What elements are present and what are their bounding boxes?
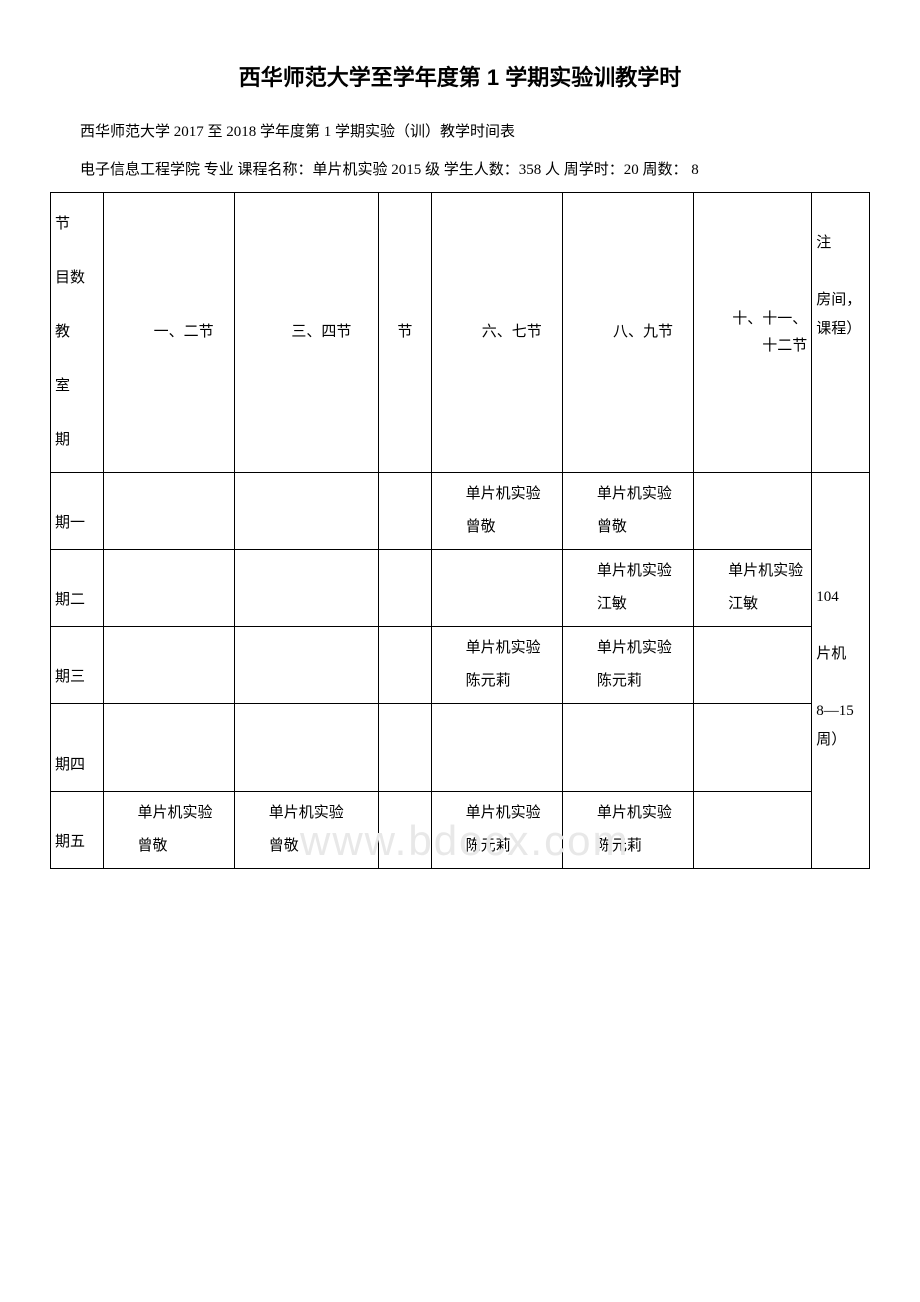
day-label: 期四 [51,704,104,792]
schedule-table: 节 目数 教 室 期 一、二节 三、四节 节 六、七节 八、九节 十、十一、 十… [50,192,870,869]
cell [234,704,378,792]
day-label: 期五 [51,792,104,869]
table-wrapper: www.bdocx.com 节 目数 教 室 期 一、二节 三、四节 节 六、七… [50,192,870,869]
day-label: 期三 [51,627,104,704]
cell [379,627,432,704]
cell [431,704,562,792]
cell [379,550,432,627]
table-row: 期二 单片机实验 江敏 单片机实验 江敏 [51,550,870,627]
header-col-1012: 十、十一、 十二节 [694,193,812,473]
cell [103,473,234,550]
course-name: 单片机实验 [108,800,230,827]
table-header-row: 节 目数 教 室 期 一、二节 三、四节 节 六、七节 八、九节 十、十一、 十… [51,193,870,473]
teacher-name: 曾敬 [436,514,558,541]
course-name: 单片机实验 [698,558,807,585]
teacher-name: 陈元莉 [436,833,558,860]
teacher-name: 陈元莉 [567,833,689,860]
teacher-name: 陈元莉 [567,668,689,695]
cell [379,792,432,869]
cell [431,550,562,627]
cell [379,704,432,792]
subtitle-text: 西华师范大学 2017 至 2018 学年度第 1 学期实验（训）教学时间表 [50,120,870,144]
meta-text: 电子信息工程学院 专业 课程名称：单片机实验 2015 级 学生人数：358 人… [50,158,870,182]
header-col-34: 三、四节 [234,193,378,473]
cell: 单片机实验 陈元莉 [562,792,693,869]
cell: 单片机实验 曾敬 [103,792,234,869]
day-label: 期一 [51,473,104,550]
course-name: 单片机实验 [436,481,558,508]
cell [234,550,378,627]
cell: 单片机实验 曾敬 [431,473,562,550]
cell [234,473,378,550]
cell [694,792,812,869]
note-body: 104 片机 8—15周） [812,473,870,869]
header-col-12: 一、二节 [103,193,234,473]
header-note: 注 房间，课程） [812,193,870,473]
cell [103,550,234,627]
course-name: 单片机实验 [239,800,374,827]
page-title: 西华师范大学至学年度第 1 学期实验训教学时 [50,60,870,92]
cell [234,627,378,704]
cell [103,627,234,704]
cell [379,473,432,550]
cell [103,704,234,792]
cell: 单片机实验 曾敬 [562,473,693,550]
teacher-name: 陈元莉 [436,668,558,695]
teacher-name: 曾敬 [239,833,374,860]
course-name: 单片机实验 [567,800,689,827]
teacher-name: 江敏 [698,591,807,618]
cell: 单片机实验 江敏 [694,550,812,627]
header-col-67: 六、七节 [431,193,562,473]
teacher-name: 曾敬 [108,833,230,860]
teacher-name: 江敏 [567,591,689,618]
course-name: 单片机实验 [436,800,558,827]
cell: 单片机实验 曾敬 [234,792,378,869]
course-name: 单片机实验 [567,635,689,662]
day-label: 期二 [51,550,104,627]
cell [694,627,812,704]
course-name: 单片机实验 [567,558,689,585]
course-name: 单片机实验 [567,481,689,508]
cell [694,704,812,792]
cell [694,473,812,550]
cell [562,704,693,792]
header-col-5: 节 [379,193,432,473]
cell: 单片机实验 陈元莉 [431,627,562,704]
cell: 单片机实验 陈元莉 [562,627,693,704]
table-row: 期一 单片机实验 曾敬 单片机实验 曾敬 104 片机 8—15周） [51,473,870,550]
cell: 单片机实验 陈元莉 [431,792,562,869]
table-row: 期三 单片机实验 陈元莉 单片机实验 陈元莉 [51,627,870,704]
teacher-name: 曾敬 [567,514,689,541]
table-row: 期四 [51,704,870,792]
table-row: 期五 单片机实验 曾敬 单片机实验 曾敬 单片机实验 陈元莉 单片机实验 陈元莉 [51,792,870,869]
cell: 单片机实验 江敏 [562,550,693,627]
header-col-89: 八、九节 [562,193,693,473]
course-name: 单片机实验 [436,635,558,662]
header-rowlabel: 节 目数 教 室 期 [51,193,104,473]
